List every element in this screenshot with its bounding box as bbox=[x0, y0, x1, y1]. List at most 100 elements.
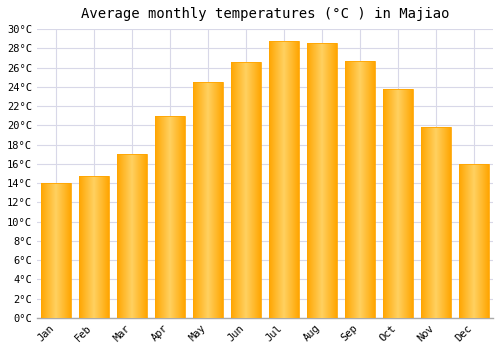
Bar bbox=[355, 61, 356, 318]
Bar bbox=[155, 116, 184, 318]
Bar bbox=[236, 62, 237, 318]
Bar bbox=[436, 127, 437, 318]
Bar bbox=[315, 43, 316, 318]
Bar bbox=[102, 176, 104, 318]
Bar bbox=[433, 127, 434, 318]
Bar bbox=[175, 116, 176, 318]
Bar bbox=[130, 154, 131, 318]
Bar bbox=[64, 183, 66, 318]
Bar bbox=[79, 176, 108, 318]
Bar bbox=[312, 43, 313, 318]
Bar bbox=[93, 176, 94, 318]
Bar bbox=[333, 43, 334, 318]
Bar bbox=[215, 82, 216, 318]
Bar bbox=[477, 164, 478, 318]
Bar bbox=[290, 41, 291, 318]
Bar bbox=[231, 62, 232, 318]
Bar bbox=[238, 62, 239, 318]
Bar bbox=[258, 62, 259, 318]
Bar bbox=[393, 89, 394, 318]
Bar bbox=[383, 89, 413, 318]
Bar bbox=[237, 62, 238, 318]
Bar bbox=[442, 127, 443, 318]
Bar bbox=[384, 89, 385, 318]
Bar bbox=[367, 61, 368, 318]
Bar bbox=[138, 154, 139, 318]
Bar bbox=[81, 176, 82, 318]
Bar bbox=[123, 154, 124, 318]
Bar bbox=[239, 62, 240, 318]
Bar bbox=[59, 183, 60, 318]
Bar bbox=[358, 61, 359, 318]
Bar bbox=[460, 164, 461, 318]
Bar bbox=[54, 183, 55, 318]
Bar bbox=[317, 43, 318, 318]
Bar bbox=[53, 183, 54, 318]
Bar bbox=[353, 61, 354, 318]
Bar bbox=[247, 62, 248, 318]
Bar bbox=[399, 89, 400, 318]
Bar bbox=[409, 89, 410, 318]
Bar bbox=[104, 176, 106, 318]
Bar bbox=[364, 61, 365, 318]
Bar bbox=[362, 61, 363, 318]
Bar bbox=[388, 89, 389, 318]
Bar bbox=[435, 127, 436, 318]
Bar bbox=[459, 164, 460, 318]
Bar bbox=[486, 164, 487, 318]
Bar bbox=[96, 176, 97, 318]
Bar bbox=[194, 82, 195, 318]
Bar bbox=[255, 62, 256, 318]
Bar bbox=[327, 43, 328, 318]
Bar bbox=[374, 61, 375, 318]
Bar bbox=[356, 61, 357, 318]
Bar bbox=[385, 89, 386, 318]
Bar bbox=[137, 154, 138, 318]
Bar bbox=[179, 116, 180, 318]
Bar bbox=[121, 154, 122, 318]
Bar bbox=[217, 82, 218, 318]
Bar bbox=[50, 183, 51, 318]
Bar bbox=[424, 127, 425, 318]
Bar bbox=[287, 41, 288, 318]
Bar bbox=[350, 61, 351, 318]
Bar bbox=[210, 82, 211, 318]
Bar bbox=[324, 43, 325, 318]
Bar bbox=[462, 164, 463, 318]
Bar bbox=[354, 61, 355, 318]
Bar bbox=[62, 183, 64, 318]
Bar bbox=[447, 127, 448, 318]
Bar bbox=[124, 154, 125, 318]
Bar bbox=[467, 164, 468, 318]
Bar bbox=[232, 62, 233, 318]
Bar bbox=[274, 41, 275, 318]
Bar bbox=[43, 183, 44, 318]
Bar bbox=[360, 61, 361, 318]
Bar bbox=[243, 62, 244, 318]
Bar bbox=[164, 116, 165, 318]
Bar bbox=[207, 82, 208, 318]
Bar bbox=[283, 41, 284, 318]
Bar bbox=[85, 176, 86, 318]
Bar bbox=[160, 116, 161, 318]
Bar bbox=[251, 62, 252, 318]
Bar bbox=[469, 164, 470, 318]
Bar bbox=[422, 127, 423, 318]
Bar bbox=[206, 82, 207, 318]
Bar bbox=[55, 183, 56, 318]
Bar bbox=[427, 127, 428, 318]
Bar bbox=[459, 164, 489, 318]
Bar bbox=[167, 116, 168, 318]
Bar bbox=[446, 127, 447, 318]
Bar bbox=[444, 127, 445, 318]
Bar bbox=[361, 61, 362, 318]
Bar bbox=[421, 127, 451, 318]
Bar bbox=[345, 61, 346, 318]
Bar bbox=[332, 43, 333, 318]
Bar bbox=[398, 89, 399, 318]
Bar bbox=[173, 116, 174, 318]
Bar bbox=[408, 89, 409, 318]
Bar bbox=[383, 89, 384, 318]
Bar bbox=[134, 154, 135, 318]
Bar bbox=[126, 154, 127, 318]
